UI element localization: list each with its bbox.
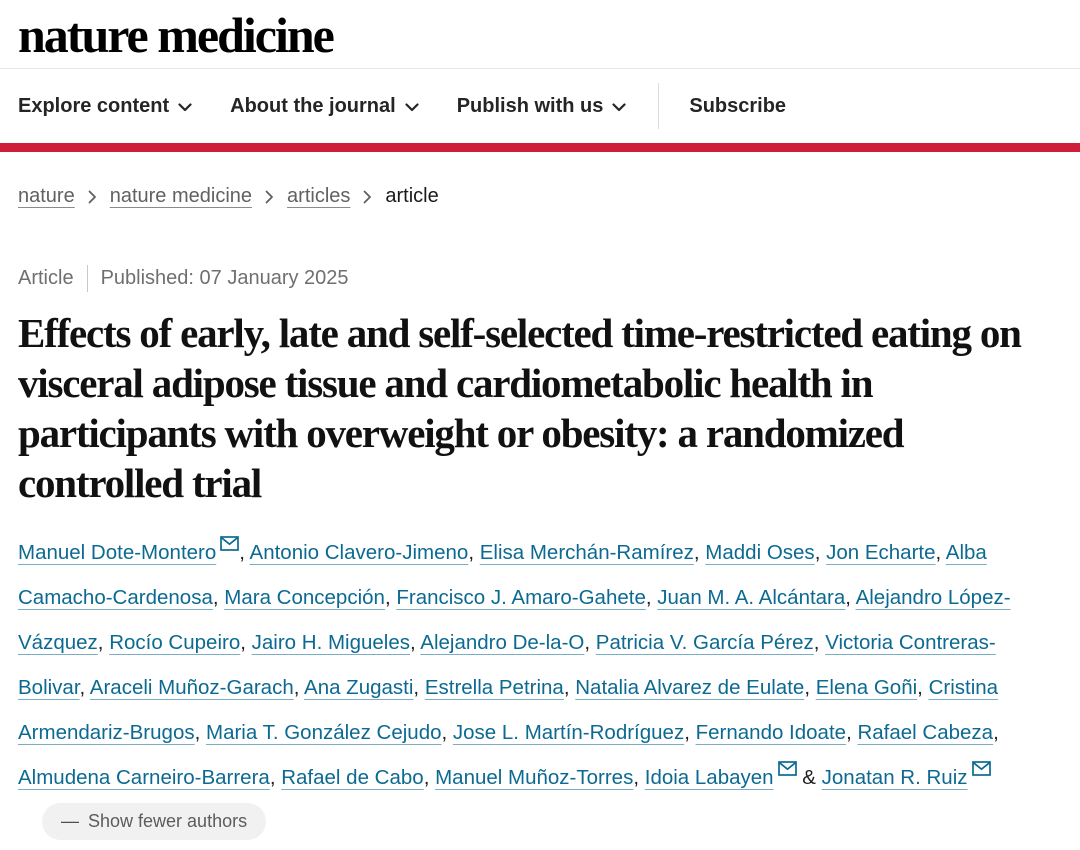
author-link[interactable]: Fernando Idoate — [695, 721, 847, 744]
author-separator: , — [645, 586, 658, 609]
published-date: Published: 07 January 2025 — [100, 267, 349, 289]
author-link[interactable]: Rafael Cabeza — [857, 721, 994, 744]
breadcrumb-item[interactable]: nature — [18, 185, 75, 207]
author-link[interactable]: Alejandro De-la-O — [420, 631, 585, 654]
author-link[interactable]: Araceli Muñoz-Garach — [89, 676, 294, 699]
author-separator: , — [935, 541, 946, 564]
meta-divider — [86, 265, 88, 292]
author-list: Manuel Dote-Montero, Antonio Clavero-Jim… — [18, 530, 1044, 845]
author-separator: , — [269, 766, 282, 789]
author-separator: , — [239, 541, 250, 564]
author-link[interactable]: Mara Concepción — [224, 586, 385, 609]
author-separator: , — [633, 766, 645, 789]
breadcrumb: nature nature medicine articles article — [18, 185, 1062, 208]
nav-item[interactable]: About the journal — [230, 95, 419, 118]
author-link[interactable]: Maria T. González Cejudo — [206, 721, 442, 744]
author-separator: , — [813, 631, 826, 654]
brand-red-bar — [0, 143, 1080, 152]
author-separator: , — [993, 721, 1004, 744]
author-link[interactable]: Jose L. Martín-Rodríguez — [452, 721, 685, 744]
author-separator: , — [468, 541, 480, 564]
author-link[interactable]: Alejandro López-Vázquez — [18, 586, 1011, 654]
article-type-label: Article — [18, 267, 74, 289]
author-link[interactable]: Manuel Dote-Montero — [18, 541, 217, 564]
author-link[interactable]: Ana Zugasti — [304, 676, 414, 699]
nav-item[interactable]: Publish with us — [457, 95, 627, 118]
author-link[interactable]: Almudena Carneiro-Barrera — [18, 766, 270, 789]
author-link[interactable]: Maddi Oses — [705, 541, 815, 564]
nav-item[interactable]: Explore content — [18, 95, 192, 118]
author-separator: , — [240, 631, 252, 654]
breadcrumb-item: article — [385, 185, 439, 207]
author-link[interactable]: Estrella Petrina — [424, 676, 564, 699]
author-link[interactable]: Idoia Labayen — [644, 766, 774, 789]
author-link[interactable]: Alba Camacho-Cardenosa — [18, 541, 987, 609]
chevron-right-icon — [265, 190, 274, 204]
article-title: Effects of early, late and self-selected… — [18, 310, 1022, 506]
author-link[interactable]: Elena Goñi — [815, 676, 918, 699]
author-link[interactable]: Francisco J. Amaro-Gahete — [396, 586, 646, 609]
email-icon[interactable] — [220, 536, 240, 551]
author-separator: , — [212, 586, 225, 609]
logo-row: nature medicine — [0, 0, 1080, 69]
author-separator: , — [563, 676, 576, 699]
journal-logo[interactable]: nature medicine — [18, 7, 335, 63]
author-link[interactable]: Antonio Clavero-Jimeno — [249, 541, 469, 564]
email-icon[interactable] — [777, 761, 797, 776]
author-separator: , — [804, 676, 816, 699]
site-header: nature medicine Explore content About the… — [0, 0, 1080, 152]
nav-item-label: Explore content — [18, 94, 170, 117]
author-separator: , — [693, 541, 706, 564]
nav-item[interactable]: Subscribe — [689, 95, 786, 118]
author-separator: , — [917, 676, 929, 699]
breadcrumb-item[interactable]: nature medicine — [109, 185, 253, 207]
author-link[interactable]: Elisa Merchán-Ramírez — [479, 541, 694, 564]
author-separator: , — [846, 721, 858, 744]
author-link[interactable]: Rafael de Cabo — [281, 766, 424, 789]
minus-icon: — — [61, 811, 79, 831]
author-link[interactable]: Patricia V. García Pérez — [595, 631, 814, 654]
chevron-down-icon — [178, 103, 192, 112]
author-separator: , — [684, 721, 696, 744]
author-link[interactable]: Manuel Muñoz-Torres — [435, 766, 634, 789]
author-link[interactable]: Natalia Alvarez de Eulate — [575, 676, 805, 699]
author-separator: , — [441, 721, 453, 744]
author-separator: , — [293, 676, 305, 699]
author-separator: , — [423, 766, 436, 789]
show-fewer-authors-button[interactable]: — Show fewer authors — [42, 803, 267, 840]
article-page: nature nature medicine articles article Art… — [0, 185, 1080, 845]
chevron-right-icon — [363, 190, 372, 204]
author-separator: , — [814, 541, 827, 564]
author-link[interactable]: Jonatan R. Ruiz — [821, 766, 968, 789]
chevron-right-icon — [88, 190, 97, 204]
author-link[interactable]: Jairo H. Migueles — [251, 631, 411, 654]
nav-item-label: Subscribe — [689, 94, 787, 117]
main-nav: Explore content About the journal Publish … — [0, 69, 1080, 143]
author-separator: & — [796, 766, 822, 789]
author-link[interactable]: Rocío Cupeiro — [109, 631, 241, 654]
author-separator: , — [413, 676, 425, 699]
show-fewer-authors-label: Show fewer authors — [88, 811, 248, 831]
chevron-down-icon — [405, 103, 419, 112]
author-separator: , — [384, 586, 397, 609]
author-separator: , — [845, 586, 856, 609]
author-link[interactable]: Cristina Armendariz-Brugos — [18, 676, 999, 744]
author-separator: , — [194, 721, 206, 744]
chevron-down-icon — [612, 103, 626, 112]
author-link[interactable]: Jon Echarte — [826, 541, 936, 564]
author-link[interactable]: Victoria Contreras-Bolivar — [18, 631, 996, 699]
author-separator: , — [410, 631, 421, 654]
article-meta: Article Published: 07 January 2025 — [18, 265, 1062, 292]
author-separator: , — [97, 631, 110, 654]
nav-divider — [658, 83, 660, 129]
email-icon[interactable] — [971, 761, 991, 776]
nav-item-label: About the journal — [230, 94, 396, 117]
nav-item-label: Publish with us — [456, 94, 604, 117]
author-separator: , — [79, 676, 90, 699]
author-link[interactable]: Juan M. A. Alcántara — [657, 586, 846, 609]
breadcrumb-item[interactable]: articles — [287, 185, 351, 207]
author-separator: , — [584, 631, 596, 654]
